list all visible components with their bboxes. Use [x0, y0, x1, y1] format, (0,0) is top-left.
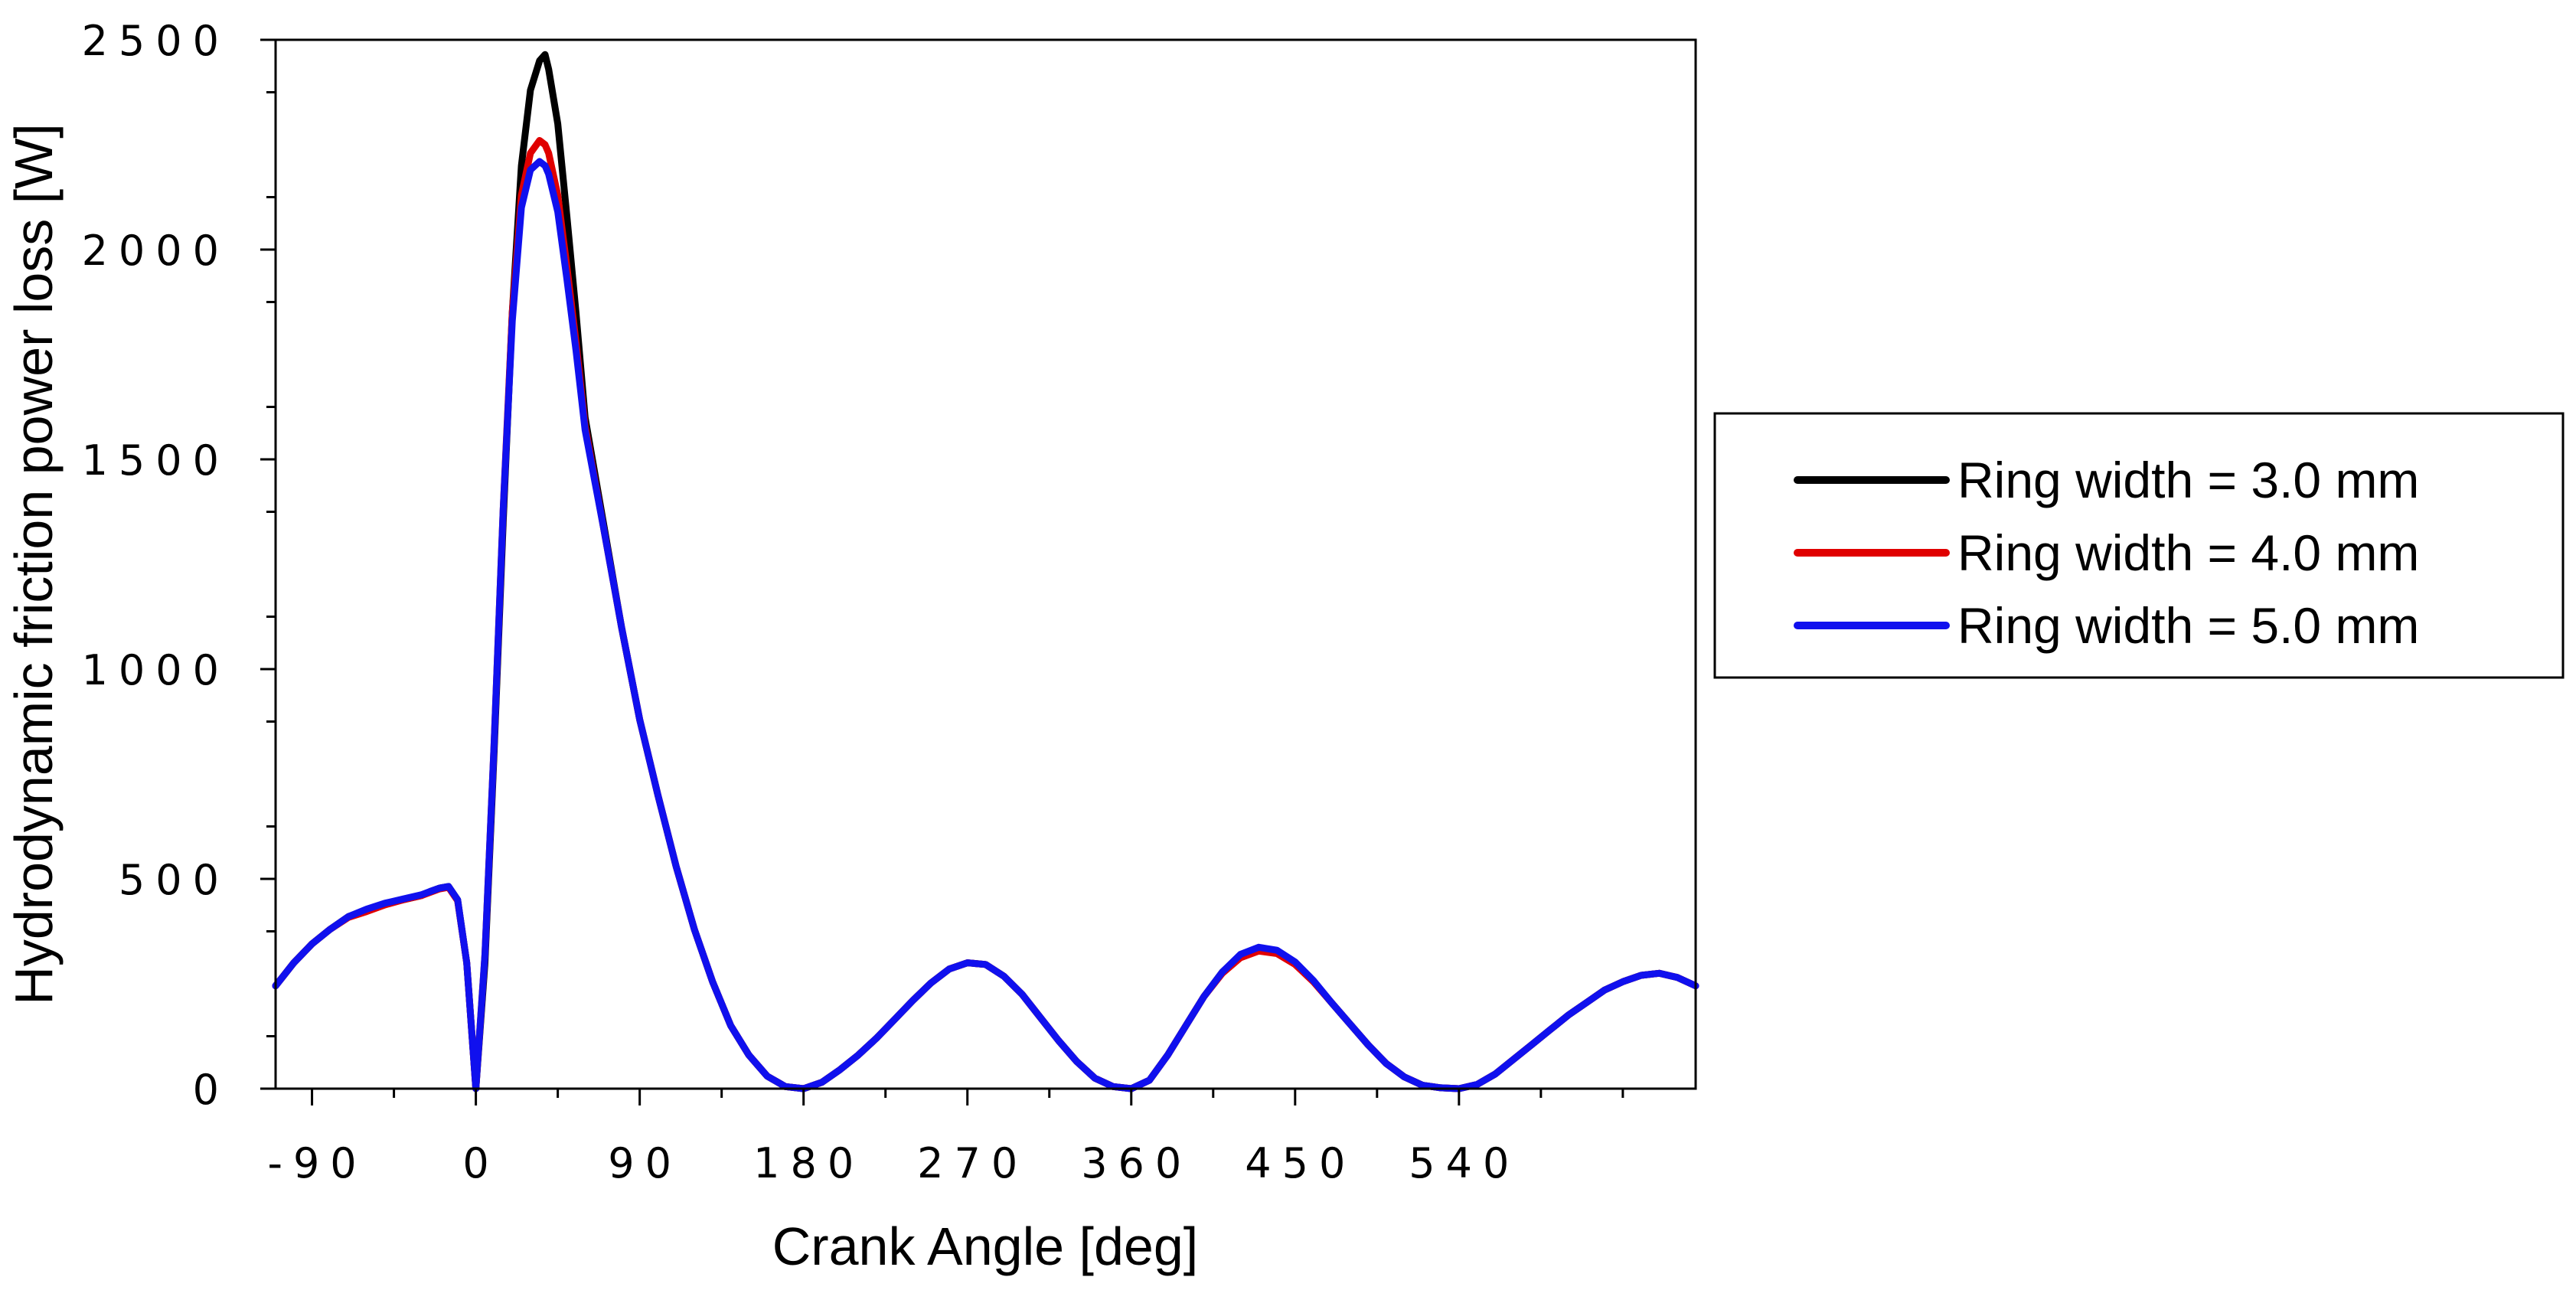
x-tick-label: 270 — [917, 1139, 1028, 1187]
x-axis-title: Crank Angle [deg] — [772, 1217, 1198, 1276]
x-tick-label: 450 — [1245, 1139, 1356, 1187]
plot-frame — [274, 38, 1697, 1090]
legend-label-3: Ring width = 5.0 mm — [1957, 597, 2419, 654]
y-axis-title: Hydrodynamic friction power loss [W] — [4, 123, 64, 1004]
x-tick-label: 540 — [1409, 1139, 1520, 1187]
x-tick-label: 180 — [753, 1139, 864, 1187]
y-tick-label: 2000 — [82, 227, 230, 275]
legend: Ring width = 3.0 mm Ring width = 4.0 mm Ri… — [1713, 412, 2565, 679]
x-tick-label: 0 — [462, 1139, 499, 1187]
legend-label-1: Ring width = 3.0 mm — [1957, 452, 2419, 508]
legend-box — [1713, 412, 2565, 679]
x-tick-label: 90 — [608, 1139, 682, 1187]
legend-entries: Ring width = 3.0 mm Ring width = 4.0 mm Ri… — [1794, 452, 2419, 654]
series-line-3 — [272, 158, 1699, 1092]
x-tick-label: -90 — [267, 1139, 367, 1187]
legend-label-2: Ring width = 4.0 mm — [1957, 524, 2419, 581]
y-tick-label: 1000 — [82, 646, 230, 694]
x-tick-label: 360 — [1081, 1139, 1192, 1187]
y-tick-label: 1500 — [82, 436, 230, 485]
y-tick-label: 2500 — [82, 17, 230, 65]
ticks-layer: -90 0 90 180 270 360 450 540 0 500 1000 1500 2000 250… — [82, 17, 1624, 1187]
y-tick-label: 0 — [193, 1066, 230, 1114]
y-tick-label: 500 — [119, 856, 230, 904]
series-layer — [272, 51, 1699, 1092]
